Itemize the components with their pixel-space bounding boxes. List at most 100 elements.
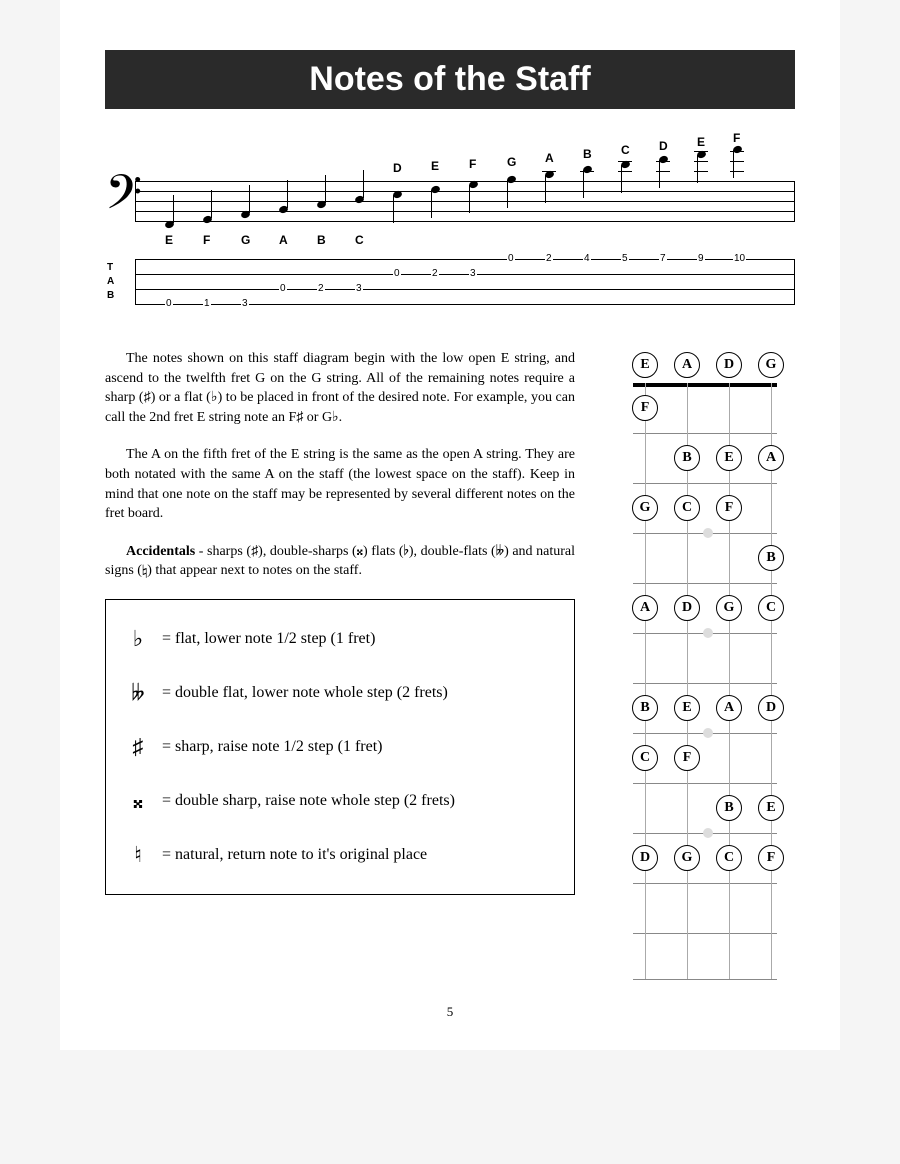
note-stem bbox=[363, 170, 364, 198]
accidental-description: = flat, lower note 1/2 step (1 fret) bbox=[162, 630, 375, 648]
ledger-line bbox=[730, 161, 744, 162]
note-stem bbox=[211, 190, 212, 218]
fretboard-inlay-dot bbox=[703, 528, 713, 538]
ledger-line bbox=[618, 161, 632, 162]
note-label: F bbox=[733, 131, 740, 145]
fretboard-string bbox=[687, 383, 688, 979]
tab-number: 2 bbox=[431, 268, 439, 279]
tab-number: 1 bbox=[203, 298, 211, 309]
tab-number: 5 bbox=[621, 253, 629, 264]
tab-clef-letter: A bbox=[107, 276, 114, 287]
note-label: E bbox=[697, 135, 705, 149]
note-label: A bbox=[545, 151, 554, 165]
accidental-row: ♮ = natural, return note to it's original… bbox=[126, 842, 554, 868]
note-label: E bbox=[165, 233, 173, 247]
fretboard-note: C bbox=[632, 745, 658, 771]
tab-number: 0 bbox=[393, 268, 401, 279]
note-label: A bbox=[279, 233, 288, 247]
note-label: G bbox=[241, 233, 250, 247]
staff-diagram: 𝄢 EFGABCDEFGABCDEFTAB01302302302457910 bbox=[105, 139, 795, 329]
note-label: F bbox=[203, 233, 210, 247]
fret-wire bbox=[633, 979, 777, 980]
accidental-symbol-icon: ♯ bbox=[126, 734, 150, 760]
accidental-symbol-icon: ♮ bbox=[126, 842, 150, 868]
fret-wire bbox=[633, 933, 777, 934]
tab-line bbox=[135, 274, 795, 275]
accidental-row: 𝄫= double flat, lower note whole step (2… bbox=[126, 680, 554, 706]
fretboard-note: C bbox=[716, 845, 742, 871]
note-stem bbox=[173, 195, 174, 223]
fretboard-note: E bbox=[758, 795, 784, 821]
note-stem bbox=[431, 190, 432, 218]
fretboard-note: F bbox=[632, 395, 658, 421]
tab-line bbox=[135, 304, 795, 305]
fretboard-note: E bbox=[674, 695, 700, 721]
accidental-description: = natural, return note to it's original … bbox=[162, 846, 427, 864]
fretboard-note: B bbox=[674, 445, 700, 471]
fretboard-note: F bbox=[716, 495, 742, 521]
tab-number: 7 bbox=[659, 253, 667, 264]
note-stem bbox=[393, 195, 394, 223]
note-stem bbox=[733, 150, 734, 178]
fretboard-inlay-dot bbox=[703, 628, 713, 638]
paragraph-2: The A on the fifth fret of the E string … bbox=[105, 445, 575, 523]
fretboard-note: A bbox=[632, 595, 658, 621]
fretboard-note: G bbox=[632, 495, 658, 521]
ledger-line bbox=[618, 171, 632, 172]
staff-line bbox=[135, 181, 795, 182]
fretboard-note: B bbox=[632, 695, 658, 721]
note-label: B bbox=[317, 233, 326, 247]
accidentals-heading: Accidentals bbox=[126, 544, 195, 559]
fretboard-note: C bbox=[758, 595, 784, 621]
tab-clef-letter: B bbox=[107, 290, 114, 301]
fretboard-note: A bbox=[674, 352, 700, 378]
tab-number: 2 bbox=[545, 253, 553, 264]
note-stem bbox=[659, 160, 660, 188]
fret-wire bbox=[633, 433, 777, 434]
tab-number: 3 bbox=[241, 298, 249, 309]
note-stem bbox=[697, 155, 698, 183]
staff-line bbox=[135, 211, 795, 212]
note-label: B bbox=[583, 147, 592, 161]
note-label: D bbox=[659, 139, 668, 153]
fret-wire bbox=[633, 583, 777, 584]
tab-number: 0 bbox=[279, 283, 287, 294]
fret-wire bbox=[633, 783, 777, 784]
fretboard-note: D bbox=[632, 845, 658, 871]
fretboard-nut bbox=[633, 383, 777, 387]
fretboard-note: F bbox=[758, 845, 784, 871]
accidental-description: = sharp, raise note 1/2 step (1 fret) bbox=[162, 738, 383, 756]
accidentals-box: ♭ = flat, lower note 1/2 step (1 fret) 𝄫= … bbox=[105, 599, 575, 895]
ledger-line bbox=[656, 171, 670, 172]
tab-number: 9 bbox=[697, 253, 705, 264]
bass-clef-icon: 𝄢 bbox=[105, 179, 142, 219]
tab-number: 3 bbox=[355, 283, 363, 294]
fretboard-note: F bbox=[674, 745, 700, 771]
staff-line bbox=[135, 191, 795, 192]
accidental-symbol-icon: ♭ bbox=[126, 626, 150, 652]
tab-number: 4 bbox=[583, 253, 591, 264]
fretboard-inlay-dot bbox=[703, 728, 713, 738]
fretboard-inlay-dot bbox=[703, 828, 713, 838]
note-stem bbox=[325, 175, 326, 203]
page: Notes of the Staff 𝄢 EFGABCDEFGABCDEFTAB… bbox=[60, 0, 840, 1050]
fretboard-note: D bbox=[716, 352, 742, 378]
fretboard-string bbox=[729, 383, 730, 979]
fretboard-note: E bbox=[716, 445, 742, 471]
tab-clef-letter: T bbox=[107, 262, 113, 273]
accidental-symbol-icon: 𝄪 bbox=[126, 788, 150, 814]
ledger-line bbox=[694, 171, 708, 172]
fret-wire bbox=[633, 683, 777, 684]
ledger-line bbox=[656, 161, 670, 162]
note-stem bbox=[507, 180, 508, 208]
content-columns: The notes shown on this staff diagram be… bbox=[105, 349, 795, 979]
fretboard-note: D bbox=[674, 595, 700, 621]
tab-number: 3 bbox=[469, 268, 477, 279]
tab-number: 2 bbox=[317, 283, 325, 294]
fretboard-note: G bbox=[716, 595, 742, 621]
tab-line bbox=[135, 259, 795, 260]
fretboard-note: C bbox=[674, 495, 700, 521]
page-title: Notes of the Staff bbox=[105, 50, 795, 109]
accidental-description: = double flat, lower note whole step (2 … bbox=[162, 684, 448, 702]
text-column: The notes shown on this staff diagram be… bbox=[105, 349, 575, 979]
